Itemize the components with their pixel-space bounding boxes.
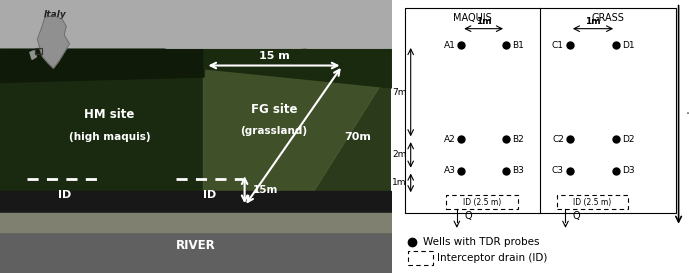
Text: 70m: 70m bbox=[344, 132, 371, 141]
Text: MAQUIS: MAQUIS bbox=[453, 13, 492, 23]
Polygon shape bbox=[0, 49, 203, 205]
Text: A1: A1 bbox=[444, 41, 455, 49]
Text: 1m: 1m bbox=[392, 179, 407, 187]
Text: slope: slope bbox=[686, 99, 689, 123]
Polygon shape bbox=[30, 51, 37, 60]
Text: Interceptor drain (ID): Interceptor drain (ID) bbox=[438, 253, 548, 263]
Text: B3: B3 bbox=[512, 166, 524, 175]
Text: 2m: 2m bbox=[392, 150, 407, 159]
Text: Q: Q bbox=[464, 211, 472, 221]
Text: B2: B2 bbox=[512, 135, 524, 144]
Text: Italy: Italy bbox=[44, 10, 67, 19]
Bar bbox=[35, 48, 41, 54]
Text: (high maquis): (high maquis) bbox=[69, 132, 150, 141]
Text: 15m: 15m bbox=[252, 185, 278, 195]
Text: ID: ID bbox=[58, 190, 71, 200]
Text: 1m: 1m bbox=[476, 17, 491, 26]
Polygon shape bbox=[203, 49, 391, 205]
Bar bbox=[557, 195, 628, 209]
Bar bbox=[404, 8, 676, 213]
Text: RIVER: RIVER bbox=[176, 239, 216, 252]
Text: HM site: HM site bbox=[84, 108, 135, 121]
Text: Wells with TDR probes: Wells with TDR probes bbox=[422, 237, 539, 247]
Text: D3: D3 bbox=[622, 166, 635, 175]
Text: C3: C3 bbox=[552, 166, 564, 175]
Text: (grassland): (grassland) bbox=[240, 126, 307, 136]
Text: FG site: FG site bbox=[251, 103, 297, 116]
Text: ID (2.5 m): ID (2.5 m) bbox=[573, 198, 611, 206]
Polygon shape bbox=[203, 55, 391, 218]
Text: ID (2.5 m): ID (2.5 m) bbox=[463, 198, 502, 206]
Text: D1: D1 bbox=[622, 41, 635, 49]
Text: 15 m: 15 m bbox=[258, 51, 289, 61]
Text: 7m: 7m bbox=[392, 88, 407, 97]
Text: D2: D2 bbox=[622, 135, 635, 144]
Text: Q: Q bbox=[573, 211, 581, 221]
Text: ID: ID bbox=[203, 190, 216, 200]
Text: 1m: 1m bbox=[585, 17, 601, 26]
Text: GRASS: GRASS bbox=[591, 13, 624, 23]
Bar bbox=[446, 195, 518, 209]
Text: B1: B1 bbox=[512, 41, 524, 49]
Polygon shape bbox=[37, 16, 70, 68]
Text: C1: C1 bbox=[552, 41, 564, 49]
Text: A2: A2 bbox=[444, 135, 455, 144]
Bar bbox=[408, 251, 433, 265]
Text: A3: A3 bbox=[444, 166, 455, 175]
Text: C2: C2 bbox=[552, 135, 564, 144]
